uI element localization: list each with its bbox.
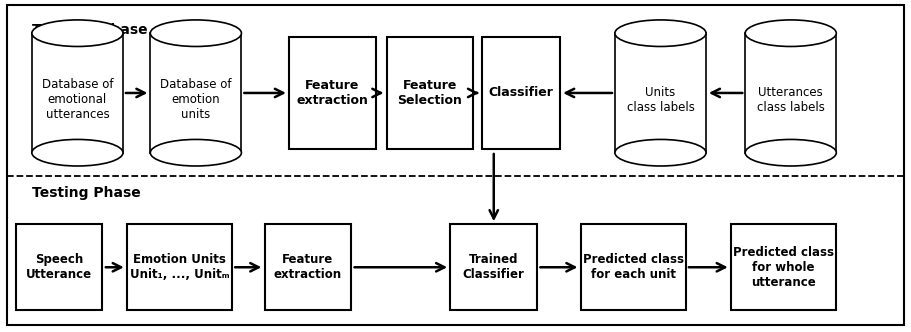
Text: Feature
Selection: Feature Selection [397, 79, 463, 107]
Ellipse shape [745, 20, 836, 46]
Bar [451, 224, 537, 310]
Bar [265, 224, 352, 310]
Bar [16, 224, 102, 310]
Text: Feature
extraction: Feature extraction [297, 79, 368, 107]
Bar [483, 37, 559, 149]
Ellipse shape [150, 20, 241, 46]
Text: Database of
emotion
units: Database of emotion units [160, 78, 231, 121]
Text: Units
class labels: Units class labels [627, 86, 694, 114]
Text: Testing Phase: Testing Phase [32, 186, 140, 200]
Bar [581, 224, 685, 310]
Ellipse shape [745, 139, 836, 166]
Text: Trained
Classifier: Trained Classifier [463, 253, 525, 281]
Bar [150, 33, 241, 153]
Text: Emotion Units
Unit₁, ..., Unitₘ: Emotion Units Unit₁, ..., Unitₘ [129, 253, 230, 281]
Text: Speech
Utterance: Speech Utterance [26, 253, 92, 281]
Bar [615, 33, 706, 153]
Text: Training Phase: Training Phase [32, 23, 148, 37]
Bar [745, 33, 836, 153]
Ellipse shape [150, 139, 241, 166]
Text: Predicted class
for each unit: Predicted class for each unit [583, 253, 683, 281]
Text: Predicted class
for whole
utterance: Predicted class for whole utterance [733, 246, 834, 289]
Bar [32, 33, 123, 153]
Text: Utterances
class labels: Utterances class labels [757, 86, 824, 114]
Ellipse shape [32, 139, 123, 166]
Bar [731, 224, 836, 310]
Bar [290, 37, 375, 149]
Text: Classifier: Classifier [488, 86, 554, 100]
Text: Feature
extraction: Feature extraction [274, 253, 342, 281]
Text: Database of
emotional
utterances: Database of emotional utterances [42, 78, 113, 121]
Ellipse shape [615, 20, 706, 46]
Bar [386, 37, 474, 149]
Bar [128, 224, 231, 310]
Ellipse shape [32, 20, 123, 46]
Ellipse shape [615, 139, 706, 166]
